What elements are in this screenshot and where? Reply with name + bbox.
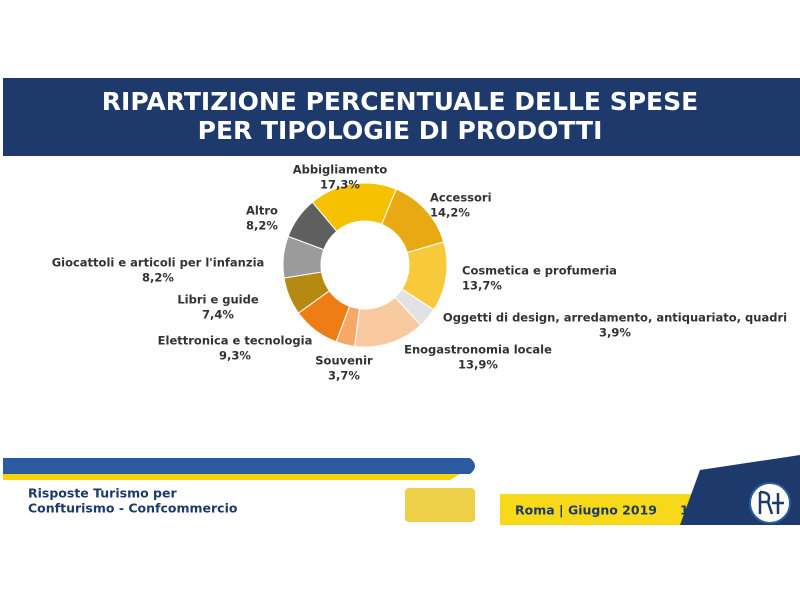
category-label: Accessori: [430, 191, 492, 205]
footer-yellow: [500, 494, 700, 525]
value-label: 17,3%: [320, 178, 360, 192]
footer-stripe: [3, 458, 475, 474]
title-line: PER TIPOLOGIE DI PRODOTTI: [198, 116, 603, 145]
category-label: Giocattoli e articoli per l'infanzia: [52, 256, 265, 270]
logo-mark: [758, 490, 784, 515]
category-label: Elettronica e tecnologia: [158, 334, 313, 348]
organization: Risposte Turismo per: [28, 486, 177, 501]
category-label: Altro: [246, 204, 278, 218]
header-band: [3, 78, 800, 156]
category-label: Libri e guide: [177, 293, 259, 307]
value-label: 7,4%: [202, 308, 234, 322]
category-label: Abbigliamento: [293, 163, 388, 177]
organization: Confturismo - Confcommercio: [28, 501, 238, 516]
value-label: 3,7%: [328, 369, 360, 383]
products-illustration: [405, 488, 475, 522]
value-label: 3,9%: [599, 326, 631, 340]
category-label: Oggetti di design, arredamento, antiquar…: [443, 311, 787, 325]
donut-slice: [287, 201, 338, 251]
value-label: 8,2%: [142, 271, 174, 285]
value-label: 8,2%: [246, 219, 278, 233]
category-label: Enogastronomia locale: [404, 343, 552, 357]
category-label: Cosmetica e profumeria: [462, 264, 617, 278]
category-label: Souvenir: [315, 354, 373, 368]
title-line: RIPARTIZIONE PERCENTUALE DELLE SPESE: [102, 87, 698, 116]
footer-accent: [3, 474, 460, 480]
place-date: Roma | Giugno 2019: [515, 503, 657, 518]
value-label: 13,7%: [462, 279, 502, 293]
value-label: 13,9%: [458, 358, 498, 372]
value-label: 9,3%: [219, 349, 251, 363]
page-number: 10: [680, 503, 698, 518]
value-label: 14,2%: [430, 206, 470, 220]
